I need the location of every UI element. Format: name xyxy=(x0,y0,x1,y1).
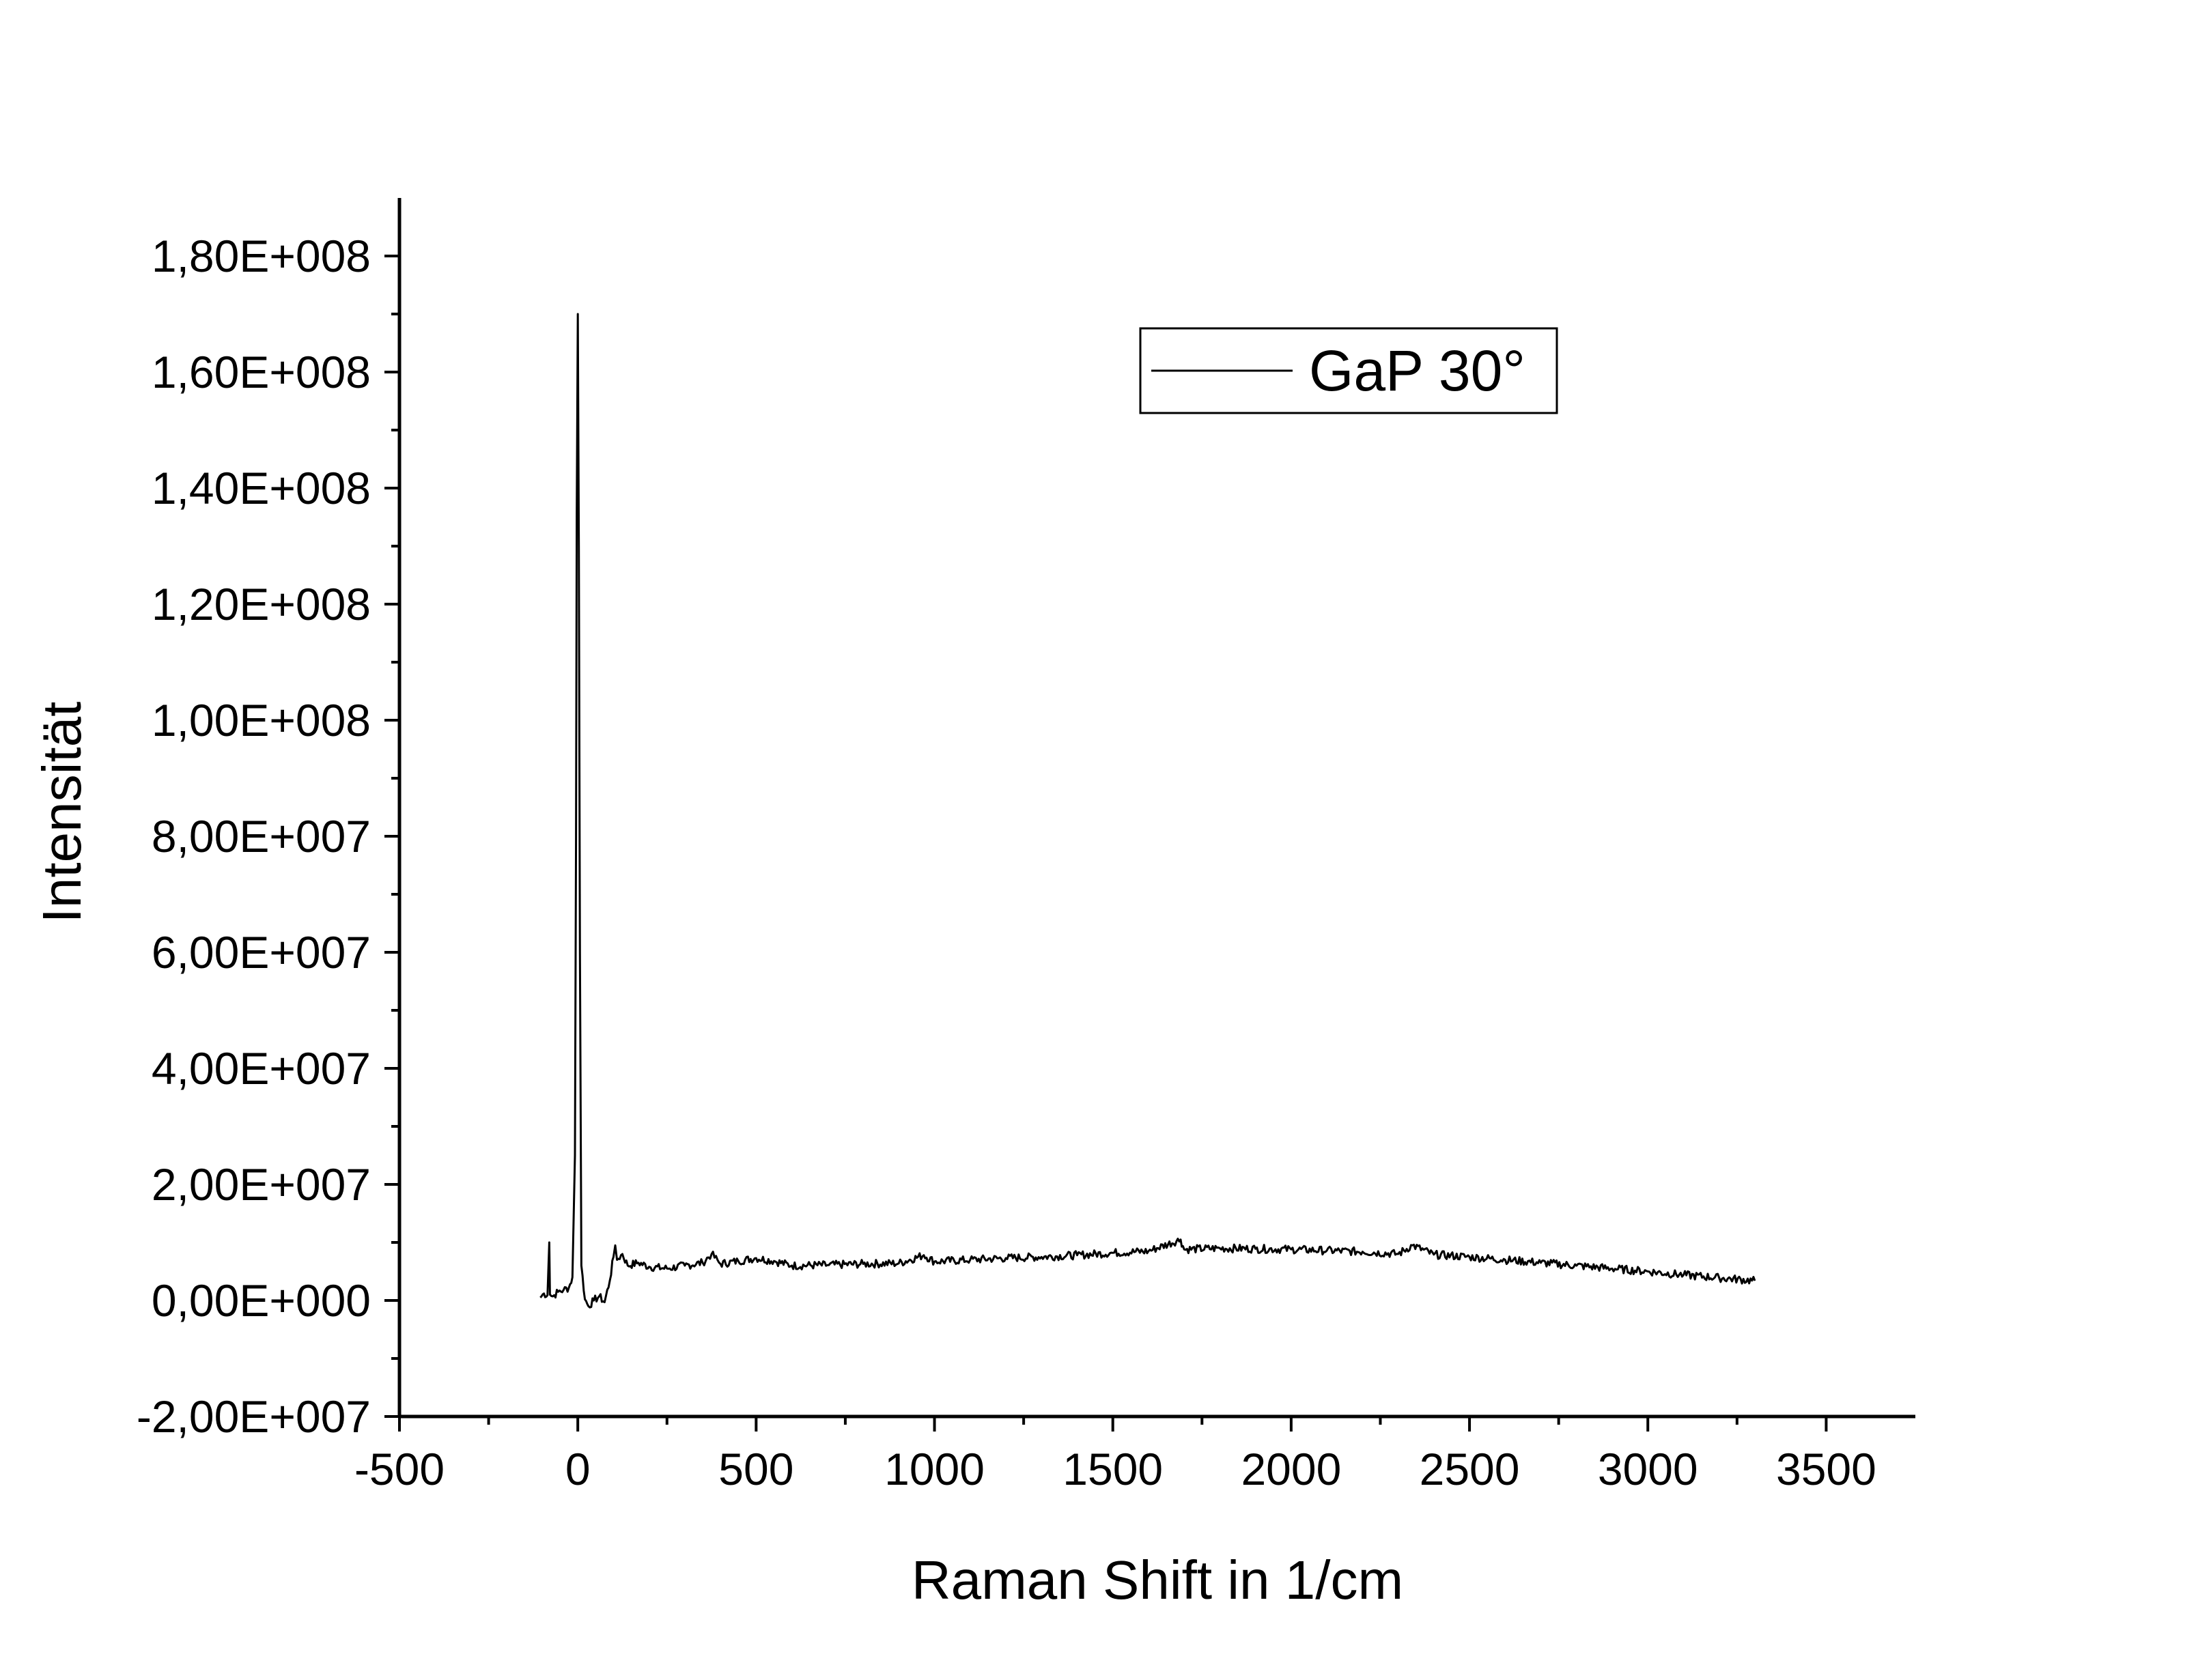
axes xyxy=(397,198,1915,1419)
tick-labels: -500 0 500 1000 1500 2000 2500 3000 3500 -2,00E+0… xyxy=(137,231,1876,1494)
x-tick-label: 3000 xyxy=(1598,1444,1698,1494)
y-tick-label: 2,00E+007 xyxy=(152,1159,371,1210)
x-tick-label: 500 xyxy=(718,1444,793,1494)
y-tick-label: 1,60E+008 xyxy=(152,347,371,397)
x-tick-label: 2500 xyxy=(1420,1444,1520,1494)
legend: GaP 30° xyxy=(1139,327,1558,414)
y-tick-label: 8,00E+007 xyxy=(152,811,371,862)
y-tick-label: 0,00E+000 xyxy=(152,1275,371,1326)
y-tick-label: 1,20E+008 xyxy=(152,579,371,629)
y-tick-label: 1,40E+008 xyxy=(152,463,371,513)
legend-label: GaP 30° xyxy=(1309,339,1525,403)
x-tick-label: 1500 xyxy=(1062,1444,1163,1494)
x-tick-label: 0 xyxy=(565,1444,591,1494)
x-axis-title: Raman Shift in 1/cm xyxy=(912,1550,1403,1610)
y-axis-title: Intensität xyxy=(31,702,92,924)
series-line xyxy=(539,313,1756,1309)
y-tick-label: -2,00E+007 xyxy=(137,1391,371,1442)
y-tick-label: 6,00E+007 xyxy=(152,927,371,978)
x-tick-label: 2000 xyxy=(1241,1444,1341,1494)
ticks xyxy=(384,255,1828,1432)
y-tick-label: 1,80E+008 xyxy=(152,231,371,281)
x-tick-label: 3500 xyxy=(1776,1444,1876,1494)
y-tick-label: 4,00E+007 xyxy=(152,1043,371,1094)
x-tick-label: -500 xyxy=(354,1444,445,1494)
y-tick-label: 1,00E+008 xyxy=(152,695,371,745)
x-tick-label: 1000 xyxy=(884,1444,985,1494)
